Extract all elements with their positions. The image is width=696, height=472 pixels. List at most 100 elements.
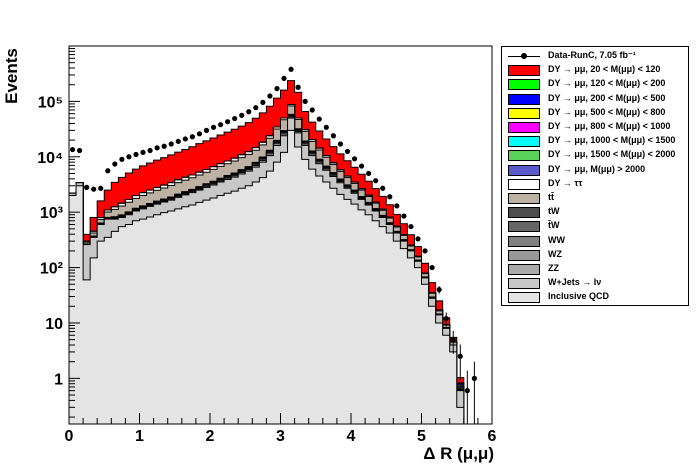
- legend-label: WZ: [548, 248, 562, 259]
- legend-swatch: [508, 221, 540, 233]
- data-point: [246, 109, 252, 115]
- legend-item: Data-RunC, 7.05 fb⁻¹: [502, 49, 688, 64]
- legend-label: tt̄: [548, 192, 554, 202]
- x-tick-label: 5: [417, 428, 426, 445]
- data-point: [387, 194, 393, 200]
- legend-item: tW: [502, 205, 688, 220]
- data-point: [147, 147, 153, 154]
- legend-label: DY → μμ, 20 < M(μμ) < 120: [548, 64, 661, 75]
- data-point: [457, 353, 463, 359]
- series-outline-dy-20-m-120: [69, 80, 478, 425]
- legend-item: DY → μμ, 1000 < M(μμ) < 1500: [502, 134, 688, 149]
- legend-swatch: [508, 264, 540, 275]
- y-tick-label: 1: [54, 371, 63, 388]
- data-point: [225, 119, 231, 125]
- legend-swatch: [508, 107, 540, 119]
- legend-item: DY → μμ, 500 < M(μμ) < 800: [502, 106, 688, 121]
- x-axis-title: Δ R (μ,μ): [423, 444, 494, 463]
- data-point: [281, 75, 287, 82]
- data-point: [133, 151, 139, 158]
- data-point: [408, 223, 414, 230]
- data-point: [126, 154, 132, 160]
- series-outline-w-jets-l: [69, 117, 478, 425]
- data-point: [168, 141, 174, 147]
- legend-item: DY → μμ, 800 < M(μμ) < 1000: [502, 120, 688, 135]
- stacked-histograms: [69, 80, 478, 425]
- legend-label: DY → μμ, 120 < M(μμ) < 200: [548, 78, 666, 89]
- legend-swatch: [508, 235, 540, 247]
- legend-item: W+Jets → lν: [502, 276, 688, 291]
- data-point: [302, 98, 308, 104]
- data-point: [443, 315, 449, 322]
- legend-swatch: [508, 93, 540, 105]
- data-point: [373, 178, 379, 184]
- data-point: [112, 161, 118, 167]
- y-axis-title: Events: [2, 48, 21, 104]
- y-tick-label: 10²: [40, 261, 63, 278]
- y-tick-label: 10: [45, 316, 63, 333]
- legend-label: tW: [548, 206, 560, 217]
- data-point: [140, 149, 146, 156]
- data-point: [91, 186, 97, 192]
- data-point: [401, 213, 407, 219]
- legend-swatch: [508, 193, 540, 204]
- data-point: [358, 163, 365, 169]
- data-point: [161, 143, 167, 149]
- legend-label: W+Jets → lν: [548, 277, 602, 288]
- legend-item: WZ: [502, 248, 688, 263]
- data-point: [253, 105, 259, 111]
- legend-label: DY → μμ, M(μμ) > 2000: [548, 163, 646, 174]
- data-point: [316, 116, 322, 122]
- legend-swatch: [508, 122, 540, 133]
- legend-label: ZZ: [548, 263, 559, 273]
- data-point: [210, 124, 217, 130]
- legend-item: DY → μμ, 1500 < M(μμ) < 2000: [502, 148, 688, 163]
- legend-label: t̄W: [548, 220, 560, 231]
- legend-item: DY → μμ, 200 < M(μμ) < 500: [502, 92, 688, 107]
- data-point: [351, 156, 358, 162]
- data-point: [394, 203, 400, 209]
- x-tick-label: 0: [65, 428, 74, 445]
- data-point: [232, 115, 238, 122]
- x-tick-label: 3: [276, 428, 285, 445]
- axes: 0 1 2 3 4 5 6 1 10 10² 10³ 10⁴ 10⁵: [37, 45, 497, 445]
- data-point: [189, 134, 195, 140]
- legend-label: DY → μμ, 500 < M(μμ) < 800: [548, 106, 666, 117]
- legend: Data-RunC, 7.05 fb⁻¹ DY → μμ, 20 < M(μμ) …: [501, 46, 689, 306]
- legend-swatch: [508, 292, 540, 304]
- legend-label: DY → μμ, 800 < M(μμ) < 1000: [548, 121, 671, 131]
- legend-swatch: [508, 65, 540, 77]
- y-tick-label: 10³: [40, 205, 63, 222]
- data-point: [98, 185, 104, 191]
- legend-item: WW: [502, 234, 688, 249]
- data-point: [76, 147, 83, 154]
- data-point: [380, 185, 386, 191]
- data-point: [260, 99, 266, 105]
- data-point: [295, 84, 301, 90]
- data-point: [288, 66, 294, 72]
- legend-label: DY → ττ: [548, 177, 583, 188]
- data-point: [69, 146, 76, 153]
- data-point: [337, 141, 344, 147]
- data-point: [175, 138, 181, 144]
- data-point: [450, 337, 456, 343]
- legend-label: WW: [548, 234, 565, 245]
- y-tick-label: 10⁴: [37, 150, 63, 167]
- data-point: [274, 86, 280, 92]
- data-point: [105, 168, 111, 174]
- data-point: [217, 122, 224, 128]
- legend-swatch: [508, 178, 540, 190]
- legend-label: DY → μμ, 1500 < M(μμ) < 2000: [548, 149, 676, 160]
- data-point: [330, 133, 336, 139]
- x-tick-label: 4: [347, 428, 356, 445]
- legend-item: DY → μμ, 20 < M(μμ) < 120: [502, 63, 688, 78]
- y-tick-label: 10⁵: [38, 94, 63, 111]
- data-point: [119, 156, 125, 162]
- legend-item: DY → ττ: [502, 177, 688, 192]
- legend-label: DY → μμ, 200 < M(μμ) < 500: [548, 92, 666, 103]
- legend-swatch: [508, 164, 540, 176]
- data-point: [309, 107, 315, 113]
- legend-swatch: [508, 249, 540, 261]
- data-point: [464, 388, 470, 394]
- legend-item: ZZ: [502, 262, 688, 277]
